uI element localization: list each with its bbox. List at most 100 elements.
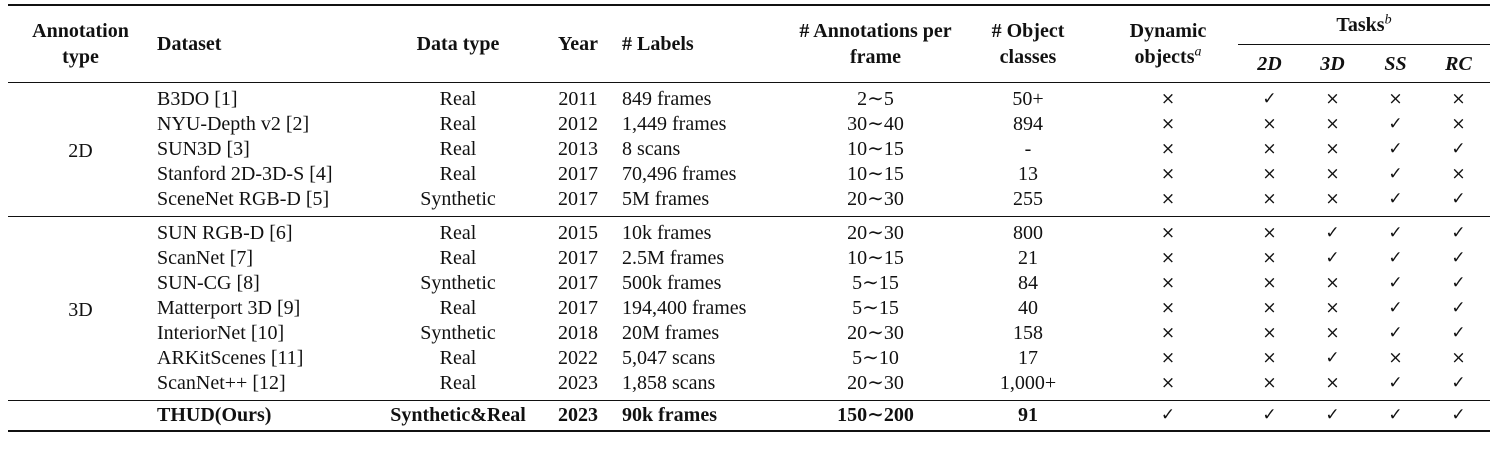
cell-task-rc: ×: [1451, 164, 1466, 184]
ours-task-ss: ✓: [1388, 405, 1403, 425]
cell-dynamic: ×: [1160, 298, 1176, 318]
cell-annotations: 2∼5: [857, 88, 894, 110]
group-3d: 3D SUN RGB-D [6] Real 2015 10k frames 20∼30 80…: [8, 216, 1490, 401]
col-annotations-per-frame: # Annotations per frame: [799, 20, 952, 68]
cell-data-type: Real: [439, 247, 477, 269]
cell-labels: 5M frames: [622, 188, 710, 210]
cell-task-ss: ✓: [1388, 114, 1403, 134]
cell-task-rc: ×: [1451, 348, 1466, 368]
table-row: Stanford 2D-3D-S [4] Real 2017 70,496 frame…: [8, 162, 1490, 187]
cell-year: 2023: [558, 372, 598, 394]
group-2d: 2D B3DO [1] Real 2011 849 frames 2∼5 50+ × ✓ × × × N…: [8, 82, 1490, 217]
cell-year: 2017: [558, 247, 598, 269]
col-task-rc: RC: [1445, 52, 1472, 75]
cell-task-ss: ✓: [1388, 273, 1403, 293]
cell-classes: 13: [1018, 163, 1038, 185]
cell-task-3d: ✓: [1325, 248, 1340, 268]
ours-dynamic: ✓: [1160, 405, 1176, 425]
ours-classes: 91: [1018, 404, 1038, 426]
cell-labels: 20M frames: [622, 322, 720, 344]
cell-annotations: 20∼30: [847, 322, 904, 344]
ours-data-type: Synthetic&Real: [390, 404, 526, 426]
cell-annotations: 5∼10: [852, 347, 899, 369]
table-row: NYU-Depth v2 [2] Real 2012 1,449 frames 30∼4…: [8, 112, 1490, 137]
cell-task-3d: ×: [1325, 189, 1340, 209]
cell-task-3d: ×: [1325, 139, 1340, 159]
cell-year: 2017: [558, 188, 598, 210]
cell-data-type: Real: [439, 222, 477, 244]
cell-task-3d: ×: [1325, 373, 1340, 393]
cell-task-3d: ×: [1325, 323, 1340, 343]
cell-task-rc: ✓: [1451, 373, 1466, 393]
cell-dynamic: ×: [1160, 223, 1176, 243]
table-row: Matterport 3D [9] Real 2017 194,400 frames 5…: [8, 296, 1490, 321]
ours-task-3d: ✓: [1325, 405, 1340, 425]
cell-year: 2013: [558, 138, 598, 160]
cell-annotations: 5∼15: [852, 272, 899, 294]
dynamic-objects-footnote-mark: a: [1194, 44, 1202, 60]
cell-dynamic: ×: [1160, 348, 1176, 368]
cell-task-rc: ×: [1451, 89, 1466, 109]
cell-classes: 50+: [1012, 88, 1044, 110]
col-task-2d: 2D: [1257, 52, 1282, 75]
cell-task-2d: ×: [1262, 189, 1277, 209]
cell-labels: 10k frames: [622, 222, 712, 244]
ours-year: 2023: [558, 404, 598, 426]
cell-task-rc: ✓: [1451, 248, 1466, 268]
cell-task-2d: ×: [1262, 164, 1277, 184]
cell-dataset: SUN RGB-D [6]: [157, 222, 293, 244]
cell-annotations: 30∼40: [847, 113, 904, 135]
cell-task-2d: ×: [1262, 373, 1277, 393]
annotation-type-label: 3D: [68, 299, 93, 321]
cell-data-type: Synthetic: [420, 188, 496, 210]
cell-task-2d: ×: [1262, 348, 1277, 368]
ours-row-group: THUD(Ours) Synthetic&Real 2023 90k frame…: [8, 400, 1490, 431]
tasks-footnote-mark: b: [1384, 12, 1392, 28]
cell-data-type: Synthetic: [420, 322, 496, 344]
ours-dataset: THUD(Ours): [157, 404, 272, 426]
cell-year: 2017: [558, 297, 598, 319]
ours-task-2d: ✓: [1262, 405, 1277, 425]
cell-year: 2022: [558, 347, 598, 369]
cell-classes: 894: [1013, 113, 1043, 135]
cell-task-rc: ✓: [1451, 273, 1466, 293]
cell-task-3d: ×: [1325, 164, 1340, 184]
cell-dynamic: ×: [1160, 114, 1176, 134]
cell-year: 2018: [558, 322, 598, 344]
cell-dataset: NYU-Depth v2 [2]: [157, 113, 310, 135]
col-object-classes: # Object classes: [991, 20, 1065, 68]
cell-year: 2015: [558, 222, 598, 244]
cell-year: 2011: [558, 88, 598, 110]
cell-annotations: 10∼15: [847, 247, 904, 269]
cell-annotations: 20∼30: [847, 372, 904, 394]
cell-classes: 40: [1018, 297, 1038, 319]
cell-dataset: ScanNet [7]: [157, 247, 254, 269]
cell-dataset: Stanford 2D-3D-S [4]: [157, 163, 333, 185]
cell-labels: 849 frames: [622, 88, 712, 110]
cell-task-3d: ×: [1325, 273, 1340, 293]
cell-data-type: Real: [439, 163, 477, 185]
col-data-type: Data type: [416, 33, 500, 55]
cell-classes: 21: [1018, 247, 1038, 269]
col-annotation-type: Annotation type: [32, 20, 129, 68]
cell-labels: 194,400 frames: [622, 297, 747, 319]
col-dataset: Dataset: [157, 33, 222, 55]
cell-dynamic: ×: [1160, 248, 1176, 268]
ours-labels: 90k frames: [622, 404, 717, 426]
cell-labels: 500k frames: [622, 272, 722, 294]
cell-annotations: 10∼15: [847, 138, 904, 160]
table-row: SUN3D [3] Real 2013 8 scans 10∼15 - × × × ✓ ✓: [8, 137, 1490, 162]
cell-task-3d: ✓: [1325, 348, 1340, 368]
cell-dynamic: ×: [1160, 139, 1176, 159]
cell-data-type: Real: [439, 347, 477, 369]
cell-labels: 5,047 scans: [622, 347, 716, 369]
col-tasks: Tasksb: [1238, 5, 1490, 45]
cell-classes: 84: [1018, 272, 1038, 294]
col-dynamic-objects: Dynamic objectsa: [1098, 5, 1238, 83]
cell-task-rc: ✓: [1451, 189, 1466, 209]
cell-year: 2017: [558, 163, 598, 185]
cell-labels: 8 scans: [622, 138, 681, 160]
cell-annotations: 20∼30: [847, 222, 904, 244]
cell-task-3d: ✓: [1325, 223, 1340, 243]
cell-task-2d: ×: [1262, 273, 1277, 293]
